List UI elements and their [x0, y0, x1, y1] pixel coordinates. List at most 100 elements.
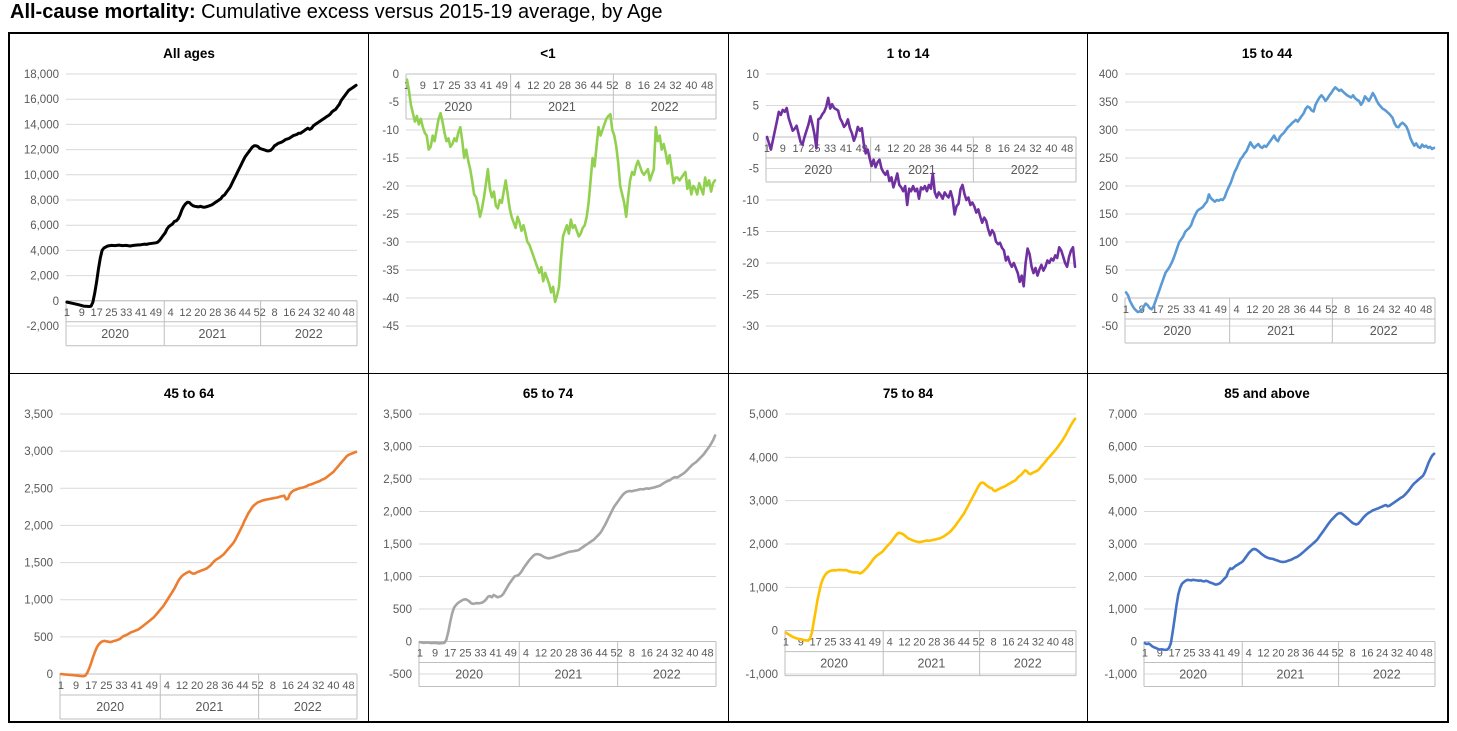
x-tick-label: 1	[58, 680, 64, 692]
x-tick-label: 52	[254, 307, 266, 319]
x-tick-label: 32	[1391, 648, 1403, 660]
x-tick-label: 32	[670, 80, 682, 92]
y-tick-label: 12,000	[24, 145, 59, 157]
x-tick-label: 24	[1013, 143, 1025, 155]
x-tick-label: 4	[164, 680, 170, 692]
y-tick-label: -35	[383, 265, 400, 277]
y-tick-label: -500	[389, 669, 412, 681]
chart-65-to-74: 65 to 74 -500 0 500 1,000 1,500 2,000 2,500 3,00…	[383, 386, 717, 687]
x-tick-label: 1	[763, 143, 769, 155]
y-tick-label: 50	[1105, 265, 1118, 277]
chart-all-ages: All ages -2,000 0 2,000 4,000 6,000 8,000 10,00…	[24, 46, 358, 347]
series-line-75-to-84	[784, 417, 1076, 642]
y-tick-label: 400	[1099, 69, 1118, 81]
x-tick-label: 16	[1361, 648, 1373, 660]
x-tick-label: 41	[839, 143, 851, 155]
y-tick-label: -20	[742, 258, 759, 270]
x-tick-label: 41	[490, 648, 502, 660]
chart-panel-85-and-above: 85 and above -1,000 0 1,000 2,000 3,000 4,000 5…	[1087, 374, 1447, 721]
y-tick-label: 0	[771, 626, 777, 638]
year-label: 2020	[445, 100, 473, 114]
year-label: 2020	[455, 668, 483, 682]
y-tick-label: 2,500	[24, 483, 53, 495]
x-tick-label: 36	[1302, 648, 1314, 660]
y-tick-label: 5	[752, 101, 758, 113]
year-label: 2020	[1179, 668, 1207, 682]
x-tick-label: 20	[903, 143, 915, 155]
y-tick-label: 14,000	[24, 119, 59, 131]
y-tick-label: -40	[383, 293, 400, 305]
y-tick-label: -25	[742, 290, 759, 302]
x-tick-label: 36	[221, 680, 233, 692]
y-tick-label: 1,500	[24, 558, 53, 570]
x-tick-label: 8	[271, 307, 277, 319]
x-tick-label: 24	[1372, 304, 1384, 316]
chart-panel-1: <1 -45 -40 -35 -30 -25 -20 -15 -10 -5 0 1 9 17 25 33 41 4…	[369, 34, 729, 374]
x-tick-label: 25	[100, 680, 112, 692]
y-tick-label: 18,000	[24, 69, 59, 81]
y-tick-label: -10	[742, 195, 759, 207]
x-tick-label: 12	[898, 637, 910, 649]
x-tick-label: 1	[1123, 304, 1129, 316]
x-tick-label: 41	[1213, 648, 1225, 660]
y-tick-label: -1,000	[1104, 669, 1137, 681]
y-tick-label: 100	[1099, 237, 1118, 249]
x-tick-label: 17	[792, 143, 804, 155]
year-label: 2022	[653, 668, 681, 682]
x-tick-label: 24	[654, 80, 666, 92]
y-tick-label: -30	[742, 321, 759, 333]
x-tick-label: 41	[135, 307, 147, 319]
y-tick-label: 0	[1130, 637, 1136, 649]
x-tick-label: 28	[206, 680, 218, 692]
y-tick-label: 200	[1099, 181, 1118, 193]
y-tick-label: 1,000	[1108, 604, 1137, 616]
x-tick-label: 40	[328, 307, 340, 319]
x-tick-label: 28	[918, 143, 930, 155]
year-label: 2020	[1163, 324, 1191, 338]
x-tick-label: 25	[808, 143, 820, 155]
series-line-45-to-64	[59, 450, 358, 678]
charts-grid: All ages -2,000 0 2,000 4,000 6,000 8,000 10,00…	[8, 32, 1449, 723]
y-tick-label: 4,000	[30, 245, 59, 257]
x-tick-label: 32	[313, 307, 325, 319]
x-tick-label: 25	[449, 80, 461, 92]
x-tick-label: 44	[239, 307, 251, 319]
series-line-65-to-74	[418, 434, 717, 645]
x-tick-label: 48	[701, 80, 713, 92]
x-tick-label: 52	[606, 80, 618, 92]
x-tick-label: 32	[312, 680, 324, 692]
y-tick-label: 6,000	[1108, 442, 1137, 454]
y-tick-label: 5,000	[749, 409, 778, 421]
x-tick-label: 40	[1405, 648, 1417, 660]
x-tick-label: 17	[444, 648, 456, 660]
x-tick-label: 24	[297, 680, 309, 692]
year-label: 2021	[196, 700, 224, 714]
year-label: 2022	[1370, 324, 1398, 338]
x-tick-label: 17	[85, 680, 97, 692]
chart-panel-45-to-64: 45 to 64 0 500 1,000 1,500 2,000 2,500 3,000 3,5…	[10, 374, 370, 721]
year-label: 2022	[1010, 163, 1038, 177]
year-label: 2022	[1373, 668, 1401, 682]
x-tick-label: 17	[90, 307, 102, 319]
x-tick-label: 36	[575, 80, 587, 92]
year-label: 2021	[555, 668, 583, 682]
year-label: 2021	[199, 327, 227, 341]
chart-title-1-to-14: 1 to 14	[886, 46, 929, 61]
x-tick-label: 8	[625, 80, 631, 92]
x-tick-label: 4	[1245, 648, 1251, 660]
chart-45-to-64: 45 to 64 0 500 1,000 1,500 2,000 2,500 3,000 3,5…	[24, 386, 358, 720]
x-tick-label: 49	[1214, 304, 1226, 316]
x-tick-label: 20	[550, 648, 562, 660]
x-tick-label: 40	[686, 648, 698, 660]
x-tick-label: 32	[1029, 143, 1041, 155]
y-tick-label: 500	[393, 604, 412, 616]
x-tick-label: 28	[209, 307, 221, 319]
year-label: 2020	[804, 163, 832, 177]
x-tick-label: 49	[146, 680, 158, 692]
x-tick-label: 20	[1262, 304, 1274, 316]
y-tick-label: 16,000	[24, 94, 59, 106]
series-line-85-and-above	[1143, 452, 1436, 652]
y-tick-label: 3,000	[749, 496, 778, 508]
x-tick-label: 44	[1309, 304, 1321, 316]
